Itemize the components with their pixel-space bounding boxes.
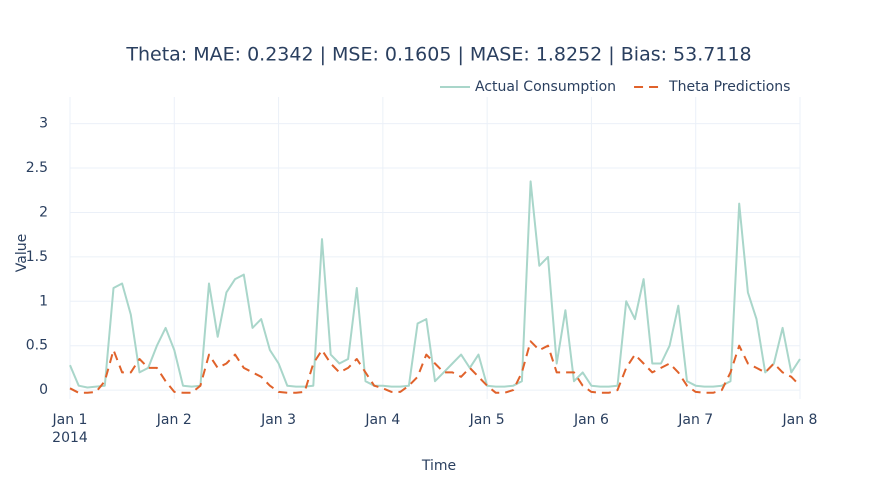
y-tick-label: 1.5 <box>26 249 48 265</box>
legend: Actual Consumption Theta Predictions <box>440 79 790 95</box>
x-tick-label: Jan 1 <box>52 412 88 428</box>
y-tick-label: 0.5 <box>26 338 48 354</box>
x-tick-label: Jan 4 <box>364 412 400 428</box>
y-axis-title: Value <box>14 234 30 272</box>
legend-label: Theta Predictions <box>668 79 790 95</box>
grid <box>69 97 801 399</box>
plot-area <box>69 180 801 394</box>
y-tick-label: 2 <box>39 204 48 220</box>
chart-title: Theta: MAE: 0.2342 | MSE: 0.1605 | MASE:… <box>125 44 751 66</box>
y-tick-label: 3 <box>39 116 48 132</box>
series-line <box>69 180 801 389</box>
y-tick-label: 2.5 <box>26 160 48 176</box>
x-tick-label: Jan 8 <box>782 412 818 428</box>
x-axis-title: Time <box>421 458 456 474</box>
legend-label: Actual Consumption <box>475 79 616 95</box>
x-tick-label: Jan 5 <box>469 412 505 428</box>
x-tick-label: Jan 2 <box>156 412 192 428</box>
x-tick-label: Jan 3 <box>260 412 296 428</box>
y-tick-label: 0 <box>39 382 48 398</box>
x-tick-year-label: 2014 <box>52 430 88 446</box>
x-tick-label: Jan 6 <box>573 412 609 428</box>
series-line <box>69 340 801 394</box>
y-tick-label: 1 <box>39 293 48 309</box>
x-tick-label: Jan 7 <box>677 412 713 428</box>
